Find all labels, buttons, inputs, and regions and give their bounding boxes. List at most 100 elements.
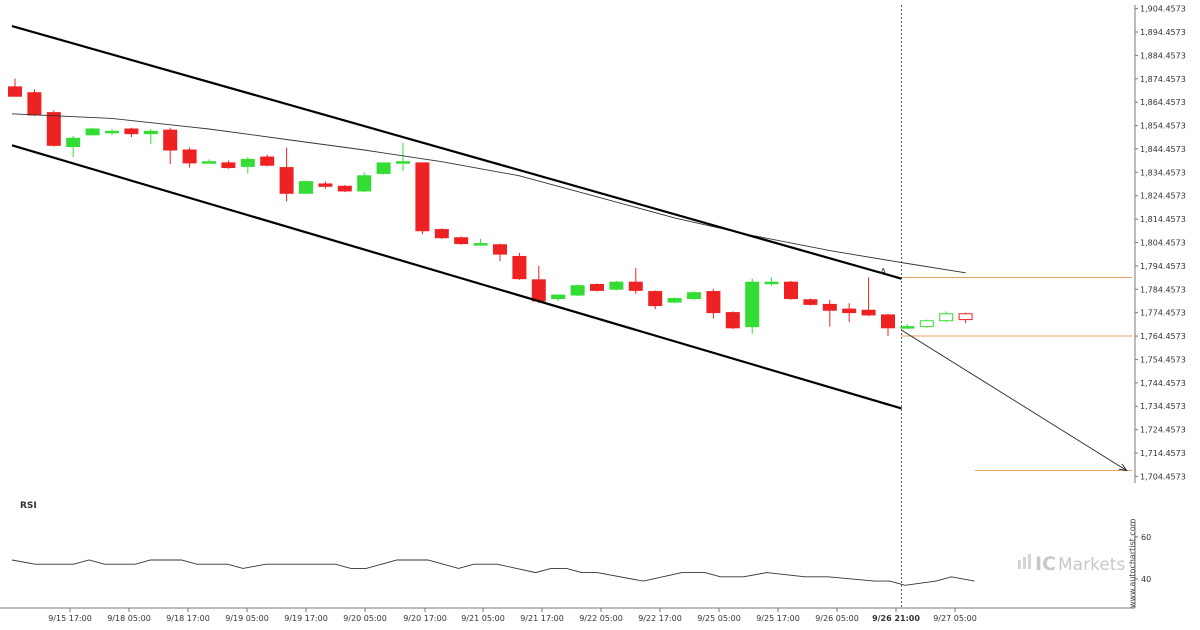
candle	[105, 130, 119, 134]
time-tick-label: 9/18 17:00	[166, 614, 210, 623]
brand-markets-text: Markets	[1058, 555, 1125, 575]
price-tick-label: 1,804.4573	[1140, 239, 1186, 248]
candle	[182, 149, 197, 164]
price-tick-label: 1,894.4573	[1140, 28, 1186, 37]
rsi-tick-label: 60	[1141, 533, 1151, 542]
time-tick-label: 9/25 17:00	[756, 614, 800, 623]
candle	[687, 292, 701, 300]
candle	[66, 137, 81, 148]
candle	[725, 312, 740, 329]
rsi-title: RSI	[20, 501, 37, 511]
candle	[551, 294, 566, 300]
price-tick-label: 1,784.4573	[1140, 285, 1186, 294]
rsi-tick-label: 40	[1141, 575, 1151, 584]
price-tick-label: 1,724.4573	[1140, 426, 1186, 435]
candle	[493, 244, 507, 255]
pattern-overlay: A	[11, 24, 1132, 472]
time-tick-label: 9/25 05:00	[697, 614, 741, 623]
candle	[279, 167, 294, 194]
rsi-line	[11, 559, 975, 586]
candle	[919, 320, 934, 328]
price-tick-label: 1,754.4573	[1140, 355, 1186, 364]
candle	[299, 181, 313, 194]
candle	[531, 279, 546, 302]
broker-logo-icon	[1018, 554, 1031, 569]
price-tick-label: 1,874.4573	[1140, 75, 1186, 84]
candle	[454, 237, 469, 245]
moving-average-line	[11, 113, 966, 274]
candle	[881, 314, 895, 329]
time-tick-label: 9/21 17:00	[520, 614, 564, 623]
price-tick-label: 1,744.4573	[1140, 379, 1186, 388]
candle	[27, 92, 42, 116]
candle	[415, 162, 430, 232]
candle	[958, 313, 973, 321]
candle	[318, 183, 333, 187]
time-tick-label: 9/22 17:00	[638, 614, 682, 623]
candle	[260, 156, 275, 166]
pattern-marker-label: A	[881, 267, 887, 276]
candle	[900, 326, 915, 329]
time-tick-label: 9/18 05:00	[107, 614, 151, 623]
candle	[648, 291, 663, 307]
candle	[590, 284, 604, 291]
candle	[376, 162, 391, 174]
candlestick-series	[8, 78, 973, 336]
candle	[8, 86, 22, 97]
time-tick-label: 9/26 21:00	[872, 614, 920, 623]
projection-arrow-head	[1118, 463, 1128, 472]
candle	[628, 281, 643, 291]
time-tick-label: 9/21 05:00	[461, 614, 505, 623]
candle	[221, 162, 236, 169]
watermark-text: www.autochartist.com	[1128, 518, 1137, 608]
price-axis: 1,904.4573 1,894.4573 1,884.4573 1,874.4573…	[1134, 5, 1186, 608]
candle	[143, 130, 158, 135]
price-tick-label: 1,704.4573	[1140, 472, 1186, 481]
time-tick-label: 9/20 05:00	[343, 614, 387, 623]
price-tick-label: 1,774.4573	[1140, 309, 1186, 318]
price-tick-label: 1,824.4573	[1140, 192, 1186, 201]
branding: www.autochartist.com IC Markets	[1018, 518, 1137, 608]
candle	[396, 161, 410, 164]
price-tick-label: 1,904.4573	[1140, 5, 1186, 14]
price-tick-label: 1,714.4573	[1140, 449, 1186, 458]
brand-ic-text: IC	[1035, 553, 1056, 575]
price-tick-label: 1,854.4573	[1140, 122, 1186, 131]
rsi-panel: RSI 60 40	[11, 501, 1151, 586]
candle	[609, 281, 624, 290]
candle	[434, 229, 449, 239]
candle	[46, 112, 61, 146]
candle	[745, 281, 760, 328]
candle	[202, 161, 216, 164]
price-tick-label: 1,814.4573	[1140, 215, 1186, 224]
candle	[85, 128, 100, 136]
candle	[706, 291, 721, 314]
price-tick-label: 1,884.4573	[1140, 51, 1186, 60]
price-tick-label: 1,844.4573	[1140, 145, 1186, 154]
candle	[512, 255, 527, 280]
channel-line	[11, 144, 902, 410]
time-tick-label: 9/15 17:00	[48, 614, 92, 623]
candle	[842, 308, 857, 314]
candle	[822, 303, 837, 311]
price-tick-label: 1,834.4573	[1140, 168, 1186, 177]
price-tick-label: 1,764.4573	[1140, 332, 1186, 341]
candle	[803, 299, 818, 305]
candle	[357, 175, 372, 192]
time-tick-label: 9/26 05:00	[815, 614, 859, 623]
price-tick-label: 1,864.4573	[1140, 98, 1186, 107]
candle	[570, 285, 585, 296]
candle	[337, 185, 352, 192]
candle	[124, 128, 139, 135]
projection-arrow-line	[901, 329, 1127, 471]
candle	[163, 129, 178, 151]
candle	[764, 281, 779, 285]
candle	[784, 281, 798, 300]
channel-line	[11, 24, 902, 280]
candle	[473, 243, 488, 246]
time-tick-label: 9/19 17:00	[284, 614, 328, 623]
price-tick-label: 1,734.4573	[1140, 402, 1186, 411]
time-tick-label: 9/19 05:00	[225, 614, 269, 623]
time-tick-label: 9/27 05:00	[933, 614, 977, 623]
